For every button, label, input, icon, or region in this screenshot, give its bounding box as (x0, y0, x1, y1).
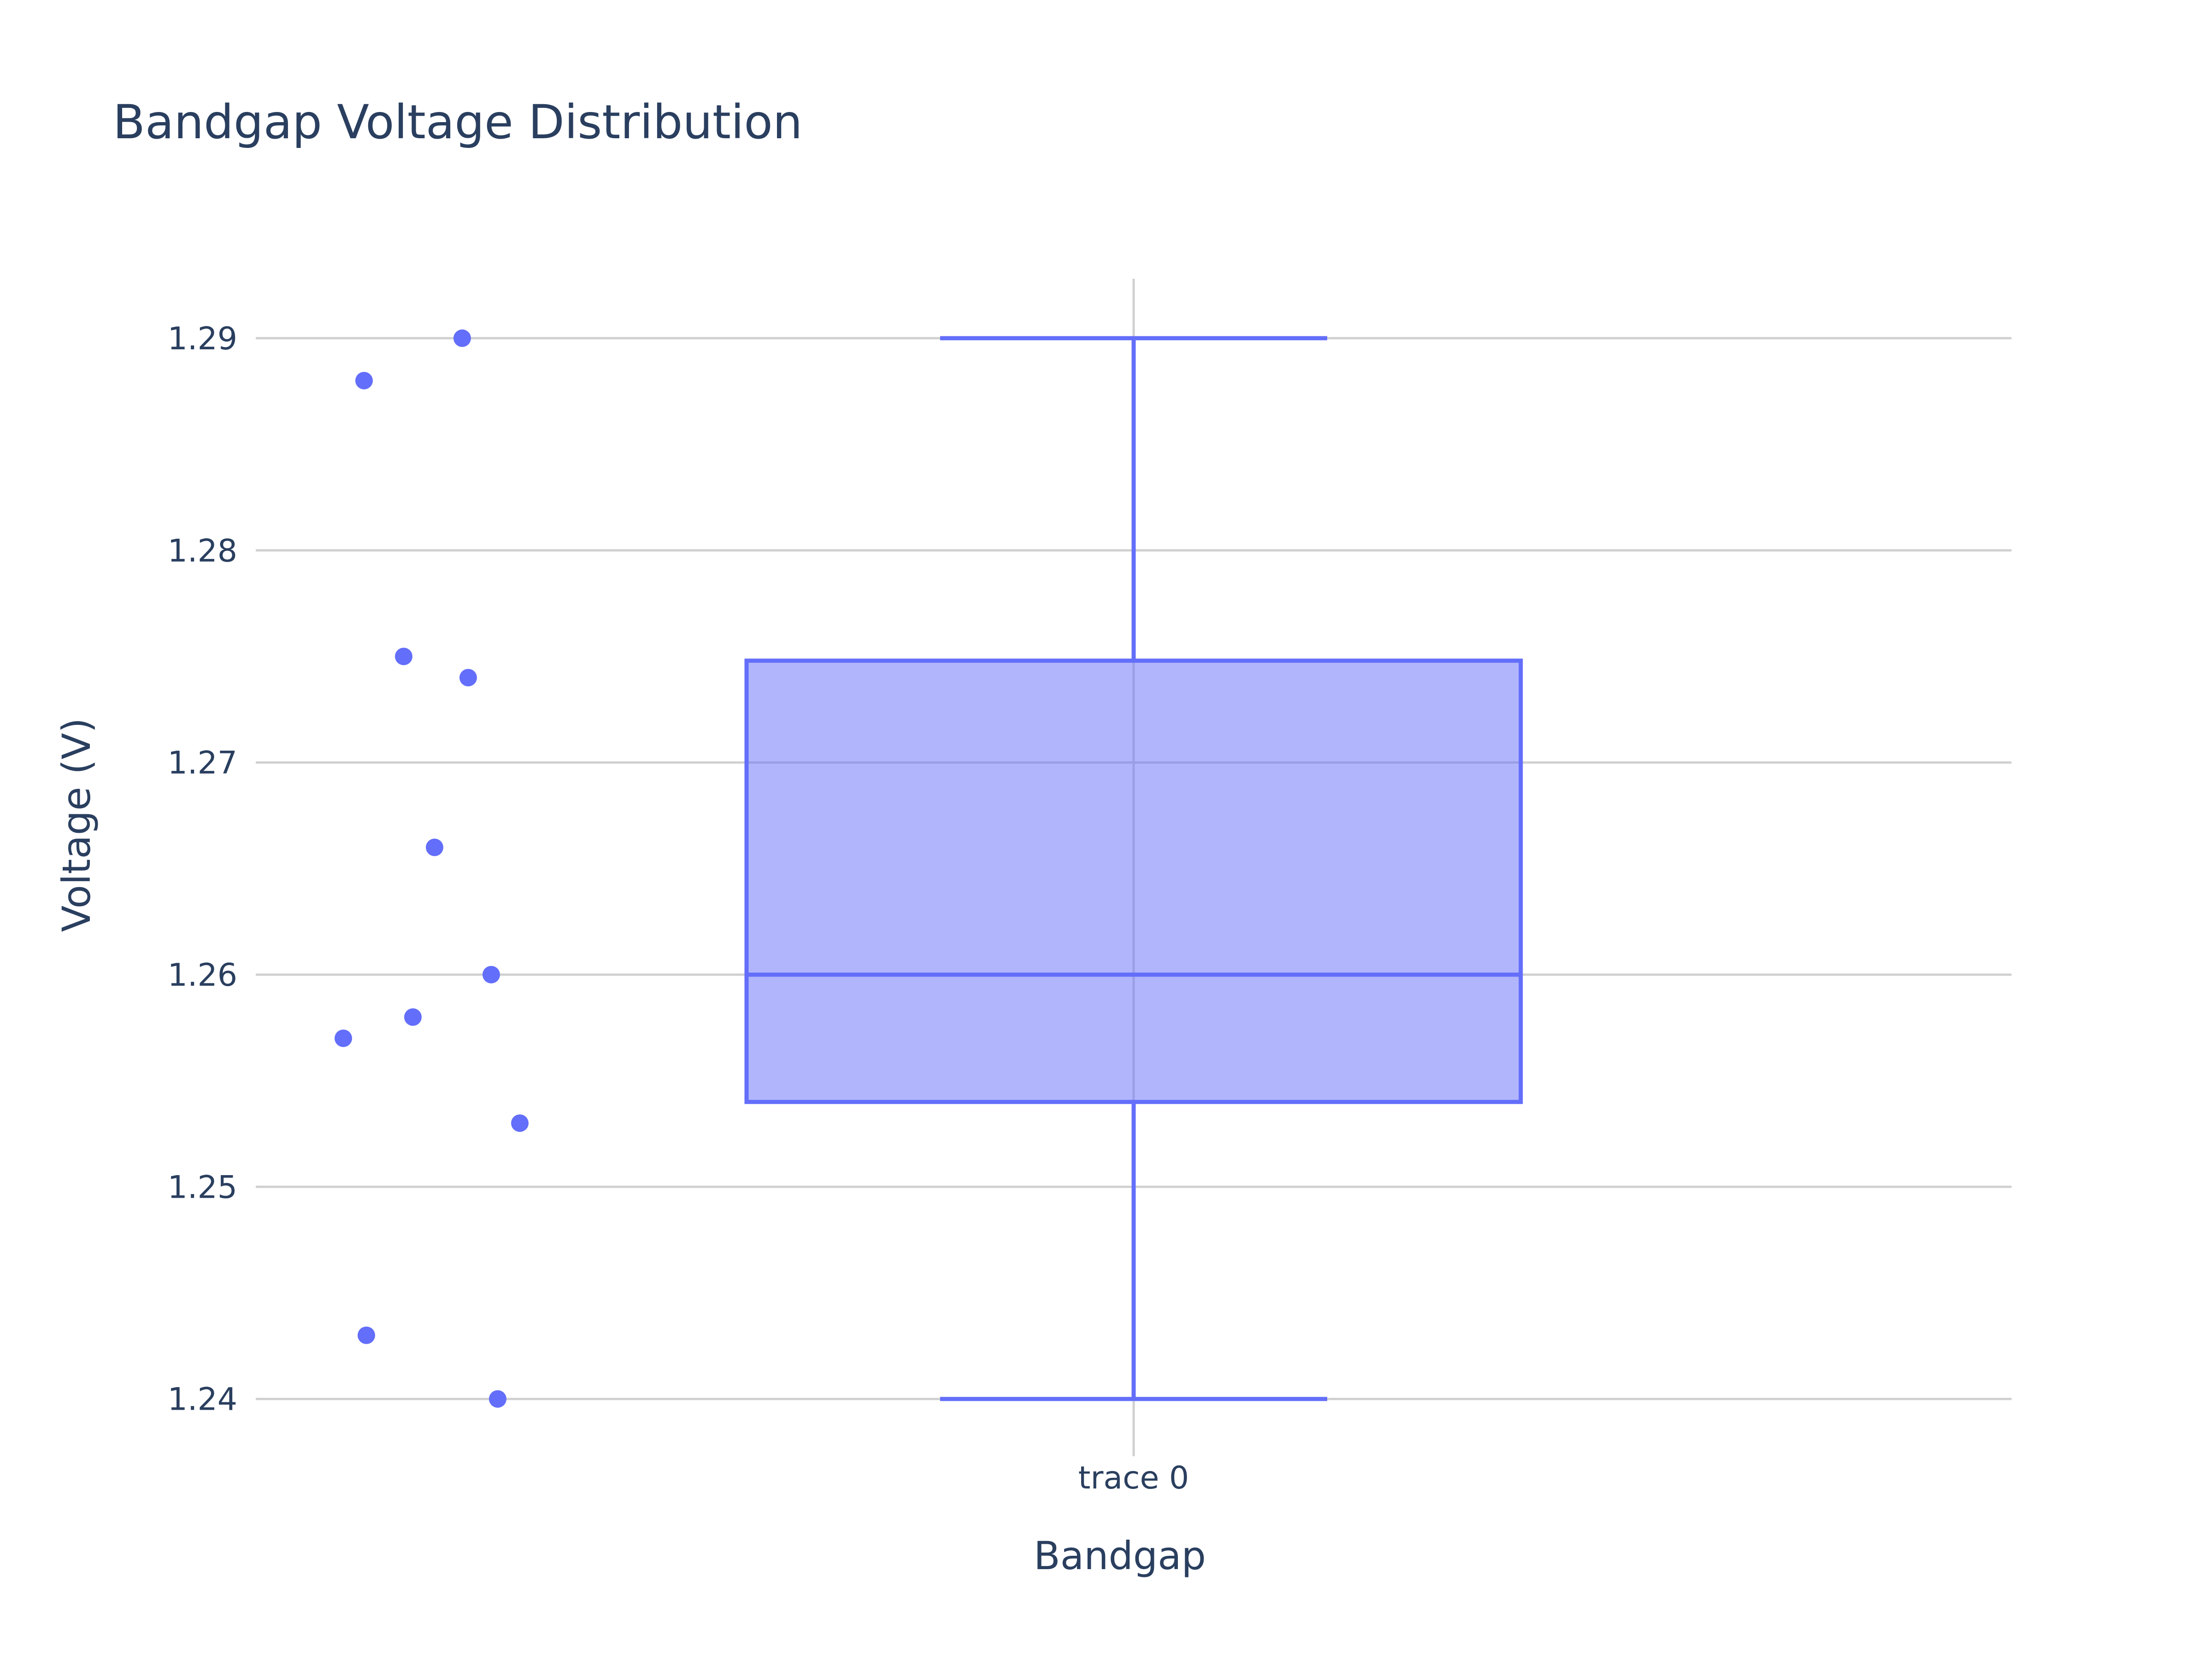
data-point (335, 1030, 352, 1047)
y-tick-label: 1.25 (168, 1169, 237, 1206)
data-point (358, 1326, 375, 1344)
y-tick-label: 1.26 (168, 957, 237, 994)
y-tick-label: 1.29 (168, 321, 237, 357)
y-tick-label: 1.27 (168, 745, 237, 782)
data-point (489, 1390, 506, 1408)
data-point (395, 647, 412, 665)
data-points[interactable] (335, 329, 529, 1408)
box-plot[interactable] (744, 336, 1523, 1401)
data-point (355, 371, 373, 389)
data-point (453, 329, 471, 347)
y-tick-labels: 1.24 1.25 1.26 1.27 1.28 1.29 (168, 321, 237, 1418)
y-tick-label: 1.28 (168, 533, 237, 569)
data-point (482, 965, 500, 983)
x-tick-label: trace 0 (1078, 1460, 1189, 1496)
data-point (404, 1008, 422, 1026)
data-point (426, 838, 443, 856)
data-point (459, 669, 477, 687)
x-axis-title: Bandgap (1034, 1533, 1206, 1578)
y-tick-label: 1.24 (168, 1382, 237, 1418)
chart-title: Bandgap Voltage Distribution (113, 95, 802, 150)
interquartile-box (744, 659, 1523, 1104)
y-axis-title: Voltage (V) (54, 718, 99, 932)
data-point (511, 1114, 529, 1132)
